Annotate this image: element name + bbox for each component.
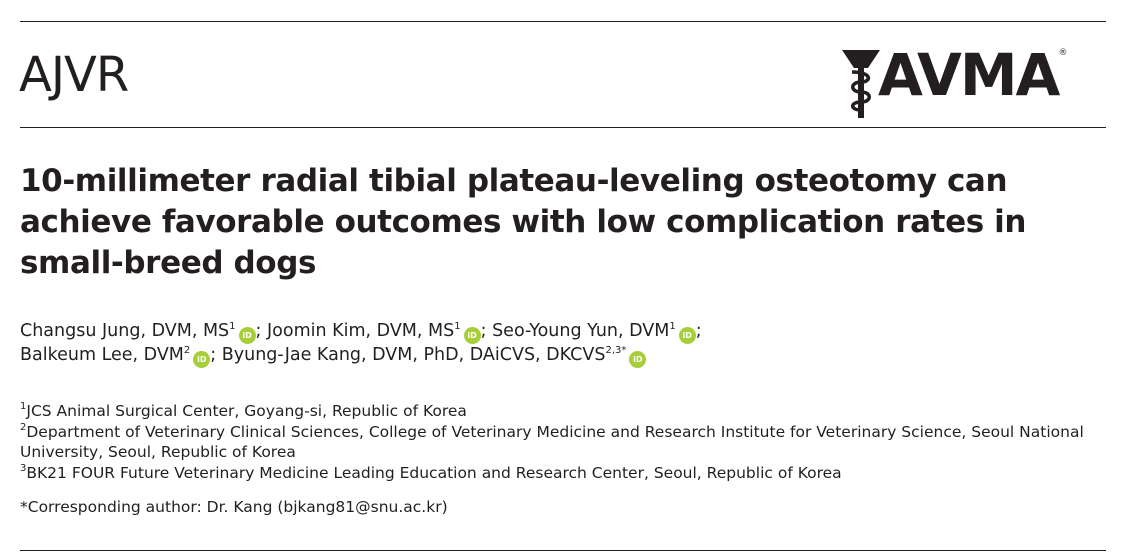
author-name: Byung-Jae Kang, DVM, PhD, DAiCVS, DKCVS <box>221 345 606 365</box>
affiliation-ref: 1 <box>454 321 461 332</box>
header-rule <box>20 127 1106 128</box>
avma-logo: AVMA ® <box>842 41 1068 118</box>
affiliation-text: Department of Veterinary Clinical Scienc… <box>20 422 1084 462</box>
affiliation-item: 1JCS Animal Surgical Center, Goyang-si, … <box>20 401 1110 422</box>
orcid-icon[interactable]: iD <box>193 351 211 368</box>
author-separator: ; <box>255 321 267 341</box>
author-5: Byung-Jae Kang, DVM, PhD, DAiCVS, DKCVS2… <box>221 345 647 368</box>
author-name: Changsu Jung, DVM, MS <box>20 321 230 341</box>
bottom-rule <box>20 550 1106 551</box>
author-3: Seo-Young Yun, DVM1iD; <box>492 321 702 344</box>
affiliation-item: 2Department of Veterinary Clinical Scien… <box>20 422 1110 463</box>
author-1: Changsu Jung, DVM, MS1iD; <box>20 321 267 344</box>
author-separator: ; <box>695 321 702 341</box>
top-rule <box>20 21 1106 22</box>
affiliation-text: JCS Animal Surgical Center, Goyang-si, R… <box>26 402 467 420</box>
affiliation-text: BK21 FOUR Future Veterinary Medicine Lea… <box>26 463 842 482</box>
registered-mark: ® <box>1058 48 1068 58</box>
affiliation-number: 1 <box>20 401 27 412</box>
orcid-icon[interactable]: iD <box>238 327 256 344</box>
author-name: Joomin Kim, DVM, MS <box>267 321 455 341</box>
author-separator: ; <box>480 321 493 341</box>
avma-wordmark: AVMA <box>878 41 1060 109</box>
affiliation-ref: 2 <box>183 345 191 356</box>
affiliation-item: 3BK21 FOUR Future Veterinary Medicine Le… <box>20 463 1110 484</box>
affiliation-number: 3 <box>20 462 27 474</box>
affiliation-list: 1JCS Animal Surgical Center, Goyang-si, … <box>20 401 1110 483</box>
orcid-icon[interactable]: iD <box>678 327 696 344</box>
journal-name: AJVR <box>19 47 129 103</box>
caduceus-icon <box>842 50 880 118</box>
corresponding-author: *Corresponding author: Dr. Kang (bjkang8… <box>20 498 448 516</box>
affiliation-number: 2 <box>20 421 27 433</box>
author-list: Changsu Jung, DVM, MS1iD; Joomin Kim, DV… <box>20 320 1110 368</box>
affiliation-ref: 1 <box>669 321 676 332</box>
orcid-icon[interactable]: iD <box>463 327 481 344</box>
author-2: Joomin Kim, DVM, MS1iD; <box>267 321 493 344</box>
orcid-icon[interactable]: iD <box>629 351 647 368</box>
affiliation-ref: 2,3* <box>605 345 627 356</box>
author-name: Balkeum Lee, DVM <box>20 345 184 365</box>
affiliation-ref: 1 <box>229 321 236 332</box>
article-title: 10-millimeter radial tibial plateau-leve… <box>20 163 1027 281</box>
author-name: Seo-Young Yun, DVM <box>492 321 670 341</box>
author-separator: ; <box>210 345 222 365</box>
author-4: Balkeum Lee, DVM2iD; <box>20 345 222 368</box>
